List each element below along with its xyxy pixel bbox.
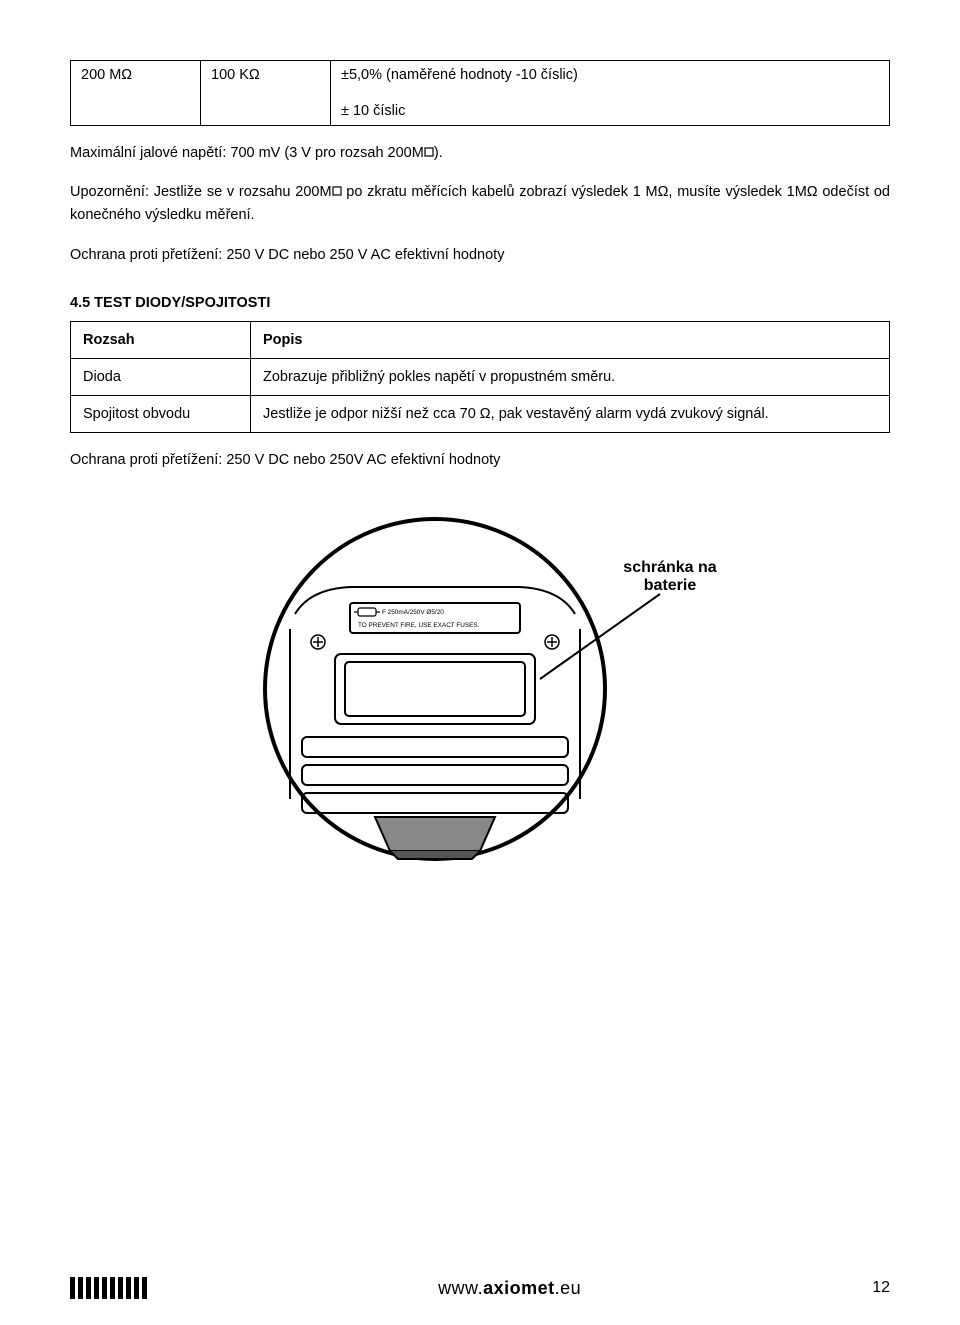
spec-cell: 100 KΩ <box>201 61 331 126</box>
page-footer: www.axiomet.eu 12 <box>70 1277 890 1299</box>
plate-text-2: TO PREVENT FIRE, USE EXACT FUSES. <box>358 622 480 629</box>
table-cell: Dioda <box>71 358 251 395</box>
section-heading: 4.5 TEST DIODY/SPOJITOSTI <box>70 295 890 311</box>
url-prefix: www. <box>438 1278 483 1298</box>
para-text: Upozornění: Jestliže se v rozsahu 200M <box>70 184 332 200</box>
diode-table: Rozsah Popis Dioda Zobrazuje přibližný p… <box>70 321 890 433</box>
overload-para: Ochrana proti přetížení: 250 V DC nebo 2… <box>70 244 890 267</box>
ohm-square-icon <box>424 147 434 157</box>
table-row: Dioda Zobrazuje přibližný pokles napětí … <box>71 358 890 395</box>
table-cell: Spojitost obvodu <box>71 395 251 432</box>
table-header: Rozsah <box>71 321 251 358</box>
barcode-icon <box>70 1277 147 1299</box>
spec-cell: ± 10 číslic <box>331 89 890 126</box>
table-cell: Jestliže je odpor nižší než cca 70 Ω, pa… <box>251 395 890 432</box>
plate-text-1: F 250mA/250V Ø5/20 <box>382 609 444 616</box>
table-cell: Zobrazuje přibližný pokles napětí v prop… <box>251 358 890 395</box>
table-row: Rozsah Popis <box>71 321 890 358</box>
para-text: ). <box>434 145 443 161</box>
footer-url: www.axiomet.eu <box>438 1278 581 1299</box>
spec-cell: 200 MΩ <box>71 61 201 126</box>
spec-table: 200 MΩ 100 KΩ ±5,0% (naměřené hodnoty -1… <box>70 60 890 126</box>
battery-diagram: F 250mA/250V Ø5/20 TO PREVENT FIRE, USE … <box>70 499 890 884</box>
ohm-square-icon <box>332 186 342 196</box>
battery-callout: schránka na baterie <box>620 559 720 595</box>
table-header: Popis <box>251 321 890 358</box>
spec-cell: ±5,0% (naměřené hodnoty -10 číslic) <box>331 61 890 90</box>
table-row: 200 MΩ 100 KΩ ±5,0% (naměřené hodnoty -1… <box>71 61 890 90</box>
url-brand: axiomet <box>483 1278 555 1298</box>
device-back-svg: F 250mA/250V Ø5/20 TO PREVENT FIRE, USE … <box>240 499 720 879</box>
warning-para: Upozornění: Jestliže se v rozsahu 200M p… <box>70 181 890 227</box>
overload-para-2: Ochrana proti přetížení: 250 V DC nebo 2… <box>70 449 890 471</box>
max-voltage-para: Maximální jalové napětí: 700 mV (3 V pro… <box>70 142 890 165</box>
page-number: 12 <box>872 1279 890 1297</box>
url-suffix: .eu <box>555 1278 582 1298</box>
table-row: Spojitost obvodu Jestliže je odpor nižší… <box>71 395 890 432</box>
para-text: Maximální jalové napětí: 700 mV (3 V pro… <box>70 145 424 161</box>
